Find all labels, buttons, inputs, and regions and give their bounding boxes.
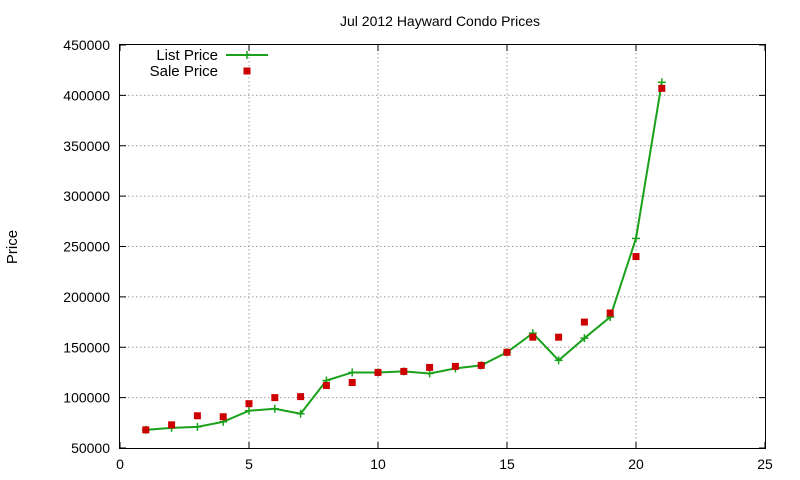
sale-price-point — [271, 394, 279, 402]
legend-plus-list-price — [243, 51, 251, 59]
sale-price-point — [348, 379, 356, 387]
sale-price-point — [400, 367, 408, 375]
sale-price-point — [451, 362, 459, 370]
x-tick-label: 10 — [370, 456, 386, 472]
legend-marker-sale-price — [243, 67, 251, 75]
sale-price-point — [142, 426, 150, 434]
x-tick-label: 15 — [499, 456, 515, 472]
sale-price-point — [606, 309, 614, 317]
list-price-point — [632, 234, 640, 243]
y-tick-label: 250000 — [63, 239, 110, 255]
y-axis-label: Price — [4, 230, 21, 264]
sale-price-point — [219, 413, 227, 421]
y-tick-label: 200000 — [63, 289, 110, 305]
list-price-point — [580, 334, 589, 343]
list-price-point — [554, 356, 563, 365]
sale-price-point — [580, 318, 588, 326]
y-tick-label: 100000 — [63, 390, 110, 406]
list-price-point — [270, 404, 279, 413]
series-layer — [141, 78, 666, 434]
legend: List Price Sale Price — [150, 47, 268, 80]
x-tick-label: 25 — [757, 456, 773, 472]
plot-frame — [119, 44, 766, 449]
series-line-list-price — [145, 82, 663, 431]
y-tick-label: 150000 — [63, 339, 110, 355]
sale-price-point — [658, 84, 666, 92]
y-tick-label: 50000 — [71, 440, 110, 456]
grid — [120, 45, 765, 448]
sale-price-point — [374, 368, 382, 376]
list-price-point — [296, 409, 305, 418]
sale-price-point — [426, 363, 434, 371]
sale-price-point — [193, 412, 201, 420]
y-tick-label: 400000 — [63, 87, 110, 103]
sale-price-point — [632, 253, 640, 261]
x-tick-label: 0 — [116, 456, 124, 472]
sale-price-point — [555, 333, 563, 341]
axis-ticks: 0 5 10 15 20 25 50000 100000 150000 200000 250000 3… — [63, 37, 773, 472]
y-tick-label: 300000 — [63, 188, 110, 204]
sale-price-point — [477, 361, 485, 369]
sale-price-point — [168, 421, 176, 429]
sale-price-point — [503, 348, 511, 356]
legend-label-sale-price: Sale Price — [150, 63, 218, 80]
x-tick-label: 5 — [245, 456, 253, 472]
list-price-point — [348, 368, 357, 377]
chart-title: Jul 2012 Hayward Condo Prices — [340, 13, 540, 29]
legend-marker-list-price — [226, 51, 268, 59]
sale-price-point — [297, 393, 305, 401]
y-tick-label: 450000 — [63, 37, 110, 53]
sale-price-point — [529, 333, 537, 341]
list-price-point — [193, 422, 202, 431]
legend-square-sale-price — [243, 67, 251, 75]
legend-label-list-price: List Price — [156, 47, 218, 64]
x-tick-label: 20 — [628, 456, 644, 472]
y-tick-label: 350000 — [63, 138, 110, 154]
sale-price-point — [245, 400, 253, 408]
sale-price-point — [322, 382, 330, 390]
list-price-point — [245, 406, 253, 415]
